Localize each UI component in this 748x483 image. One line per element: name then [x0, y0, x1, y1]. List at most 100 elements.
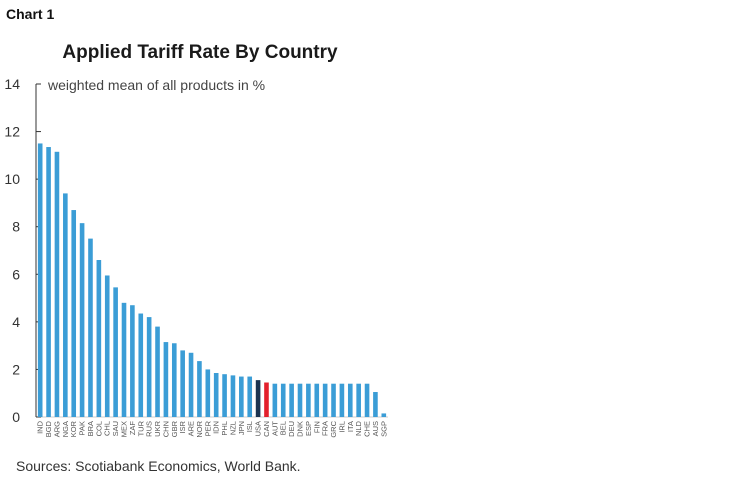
- x-tick-label-idn: IDN: [212, 421, 221, 434]
- x-tick-label-mex: MEX: [120, 421, 129, 437]
- bar-sau: [113, 287, 118, 417]
- bar-usa: [255, 380, 261, 417]
- x-tick-label-ita: ITA: [346, 421, 355, 432]
- bars: [37, 143, 387, 418]
- x-tick-label-ukr: UKR: [153, 420, 162, 436]
- bar-bgd: [46, 147, 51, 417]
- bar-aus: [373, 392, 378, 417]
- x-tick-label-deu: DEU: [287, 421, 296, 437]
- x-tick-label-sgp: SGP: [379, 421, 388, 437]
- y-tick-label: 14: [4, 76, 20, 92]
- bar-fin: [314, 383, 320, 417]
- chart-label: Chart 1: [6, 6, 55, 22]
- bar-bel: [280, 383, 286, 417]
- x-tick-label-bgd: BGD: [44, 420, 53, 437]
- bar-gbr: [171, 343, 177, 417]
- x-tick-label-isl: ISL: [245, 421, 254, 432]
- x-tick-label-grc: GRC: [329, 420, 338, 437]
- bar-esp: [306, 383, 311, 417]
- y-tick-label: 10: [4, 171, 20, 187]
- x-axis-labels: IND BGD ARG NGA KOR PAK BRA COL CHL SAU MEX ZAF TUR R…: [36, 420, 389, 437]
- bar-tur: [138, 313, 144, 417]
- x-tick-label-tur: TUR: [136, 420, 145, 436]
- bar-pak: [79, 223, 85, 417]
- bar-grc: [331, 383, 336, 417]
- x-tick-label-dnk: DNK: [296, 421, 305, 437]
- bar-col: [96, 260, 102, 417]
- x-tick-label-gbr: GBR: [170, 420, 179, 437]
- x-tick-label-arg: ARG: [52, 421, 61, 437]
- bar-isr: [180, 350, 185, 417]
- x-tick-label-che: CHE: [363, 421, 372, 437]
- x-tick-label-irl: IRL: [337, 421, 346, 433]
- x-tick-label-usa: USA: [254, 421, 263, 436]
- x-tick-label-phl: PHL: [220, 421, 229, 436]
- bar-phl: [222, 374, 227, 417]
- bar-ukr: [155, 326, 160, 417]
- bar-jpn: [239, 376, 244, 417]
- bar-irl: [339, 383, 345, 417]
- bar-nzl: [230, 375, 236, 418]
- bar-arg: [54, 151, 60, 418]
- x-tick-label-chn: CHN: [161, 421, 170, 437]
- bar-nor: [197, 361, 202, 417]
- bar-bra: [88, 238, 93, 417]
- x-tick-label-jpn: JPN: [237, 421, 246, 435]
- x-tick-label-esp: ESP: [304, 421, 313, 436]
- x-tick-label-rus: RUS: [145, 421, 154, 437]
- bar-nga: [63, 193, 68, 417]
- bar-zaf: [130, 305, 135, 417]
- y-tick-label: 2: [12, 361, 20, 377]
- x-tick-label-chl: CHL: [103, 421, 112, 436]
- bar-kor: [71, 210, 77, 417]
- bar-isl: [247, 376, 253, 417]
- bar-nld: [356, 383, 361, 417]
- x-tick-label-zaf: ZAF: [128, 421, 137, 436]
- y-axis-label: weighted mean of all products in %: [47, 77, 265, 93]
- x-tick-label-can: CAN: [262, 421, 271, 437]
- bar-dnk: [297, 383, 303, 417]
- bar-can: [264, 382, 269, 417]
- y-tick-label: 4: [12, 314, 20, 330]
- y-tick-label: 0: [12, 409, 20, 425]
- x-tick-label-are: ARE: [187, 421, 196, 436]
- x-tick-label-nor: NOR: [195, 420, 204, 437]
- x-tick-label-pak: PAK: [78, 421, 87, 435]
- x-tick-label-bra: BRA: [86, 421, 95, 436]
- x-tick-label-kor: KOR: [69, 420, 78, 437]
- bar-che: [364, 383, 370, 417]
- y-tick-label: 8: [12, 219, 20, 235]
- x-tick-label-aut: AUT: [270, 421, 279, 436]
- bar-are: [188, 352, 194, 417]
- bar-sgp: [381, 413, 387, 417]
- x-tick-label-bel: BEL: [279, 421, 288, 435]
- bar-fra: [322, 383, 328, 417]
- x-tick-label-fin: FIN: [312, 421, 321, 433]
- bar-aut: [272, 383, 278, 417]
- x-tick-label-aus: AUS: [371, 421, 380, 436]
- x-tick-label-isr: ISR: [178, 420, 187, 433]
- x-tick-label-sau: SAU: [111, 421, 120, 436]
- chart-title: Applied Tariff Rate By Country: [62, 42, 338, 63]
- bar-mex: [121, 302, 127, 417]
- bar-idn: [213, 373, 219, 417]
- x-tick-label-per: PER: [203, 420, 212, 436]
- x-tick-label-fra: FRA: [321, 421, 330, 436]
- y-axis: 0 2 4 6 8 10 12 14: [4, 76, 388, 425]
- x-tick-label-col: COL: [94, 421, 103, 436]
- x-tick-label-ind: IND: [36, 420, 45, 434]
- bar-chn: [163, 342, 169, 417]
- bar-rus: [146, 317, 152, 417]
- x-tick-label-nzl: NZL: [228, 421, 237, 435]
- y-tick-label: 12: [4, 124, 20, 140]
- bar-deu: [289, 383, 294, 417]
- x-tick-label-nga: NGA: [61, 421, 70, 437]
- y-tick-label: 6: [12, 266, 20, 282]
- bar-per: [205, 369, 211, 417]
- bar-chl: [104, 275, 110, 417]
- x-tick-label-nld: NLD: [354, 420, 363, 436]
- bar-ind: [37, 143, 43, 417]
- bar-ita: [347, 383, 353, 417]
- source-note: Sources: Scotiabank Economics, World Ban…: [16, 458, 301, 474]
